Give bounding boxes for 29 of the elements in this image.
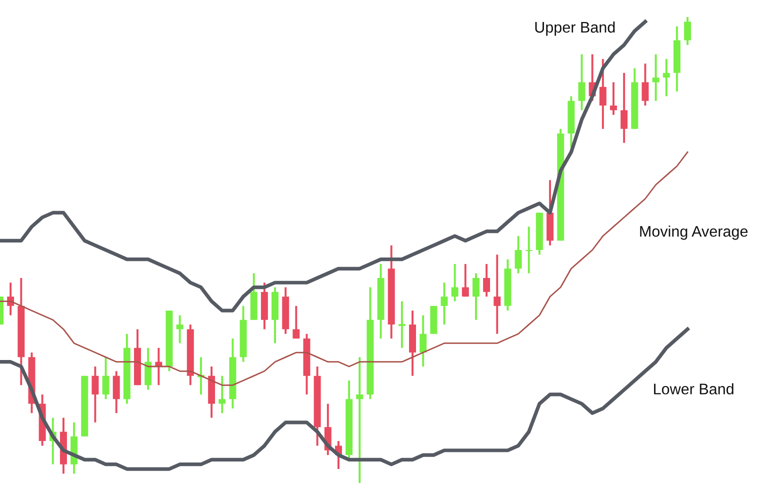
candlestick bbox=[440, 282, 448, 326]
candlestick bbox=[112, 370, 120, 414]
candlestick bbox=[599, 58, 606, 130]
candlestick bbox=[144, 346, 152, 391]
candlestick bbox=[451, 263, 458, 302]
candlestick bbox=[514, 235, 522, 274]
candlestick bbox=[462, 263, 469, 298]
series-label: Moving Average bbox=[640, 226, 748, 240]
candlestick bbox=[398, 300, 406, 349]
candlestick bbox=[610, 81, 617, 116]
series-label: Upper Band bbox=[535, 21, 615, 36]
candlestick bbox=[642, 62, 649, 107]
candlestick bbox=[525, 226, 532, 274]
candlestick bbox=[420, 314, 427, 368]
candlestick bbox=[472, 272, 480, 321]
candlestick bbox=[92, 366, 99, 424]
candlestick bbox=[292, 304, 300, 340]
candlestick bbox=[494, 254, 501, 335]
candlestick bbox=[620, 72, 628, 144]
candlestick bbox=[102, 356, 110, 400]
candlestick bbox=[652, 53, 660, 102]
candlestick bbox=[578, 53, 586, 112]
candlestick bbox=[662, 58, 670, 98]
candlestick bbox=[483, 263, 490, 298]
candlestick bbox=[218, 374, 226, 414]
candlestick bbox=[684, 16, 692, 46]
series-label: Lower Band bbox=[654, 383, 734, 394]
candlestick bbox=[176, 314, 184, 344]
candlestick bbox=[356, 356, 364, 484]
